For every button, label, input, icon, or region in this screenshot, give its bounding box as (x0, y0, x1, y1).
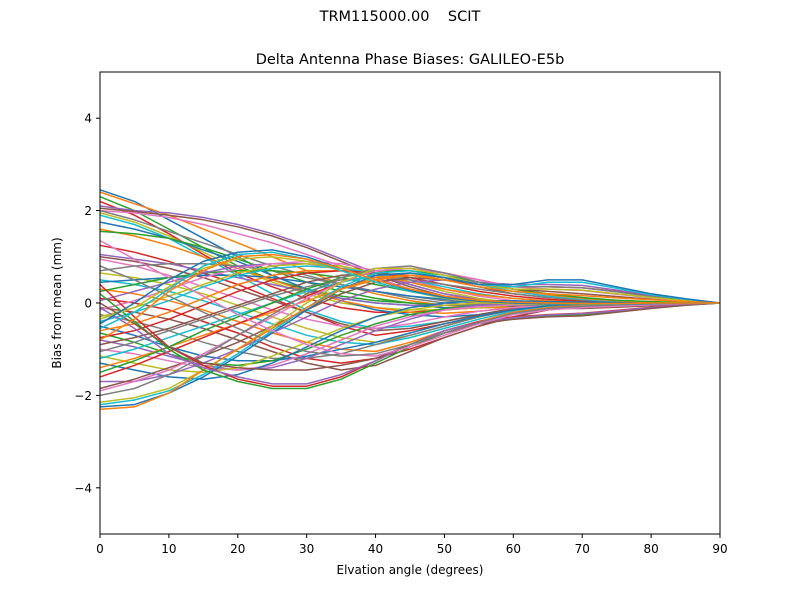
series-line-48 (99, 265, 721, 397)
y-tick-label: 0 (84, 297, 92, 311)
series-line-6 (99, 207, 721, 310)
series-line-58 (99, 265, 721, 357)
x-axis-label: Elvation angle (degrees) (337, 563, 484, 577)
x-tick-label: 50 (437, 542, 452, 556)
series-line-57 (99, 239, 721, 357)
y-tick-label: 4 (84, 112, 92, 126)
x-tick-label: 70 (575, 542, 590, 556)
y-tick-label: 2 (84, 204, 92, 218)
series-line-62 (99, 253, 720, 341)
chart-title: Delta Antenna Phase Biases: GALILEO-E5b (256, 52, 565, 68)
x-tick-label: 40 (368, 542, 383, 556)
figure-suptitle: TRM115000.00 SCIT (319, 9, 481, 25)
x-tick-label: 10 (161, 542, 176, 556)
x-tick-label: 30 (299, 542, 314, 556)
series-lines (99, 189, 721, 411)
x-tick-label: 60 (506, 542, 521, 556)
y-tick-label: −2 (74, 389, 92, 403)
series-line-41 (99, 299, 720, 380)
series-line-43 (99, 269, 721, 374)
y-axis-ticks: −4 −2 0 2 4 (74, 112, 100, 495)
x-axis-ticks: 0 10 20 30 40 50 60 70 80 90 (96, 534, 728, 556)
x-tick-label: 20 (230, 542, 245, 556)
x-tick-label: 0 (96, 542, 104, 556)
y-axis-label: Bias from mean (mm) (50, 237, 64, 368)
series-line-50 (99, 269, 721, 406)
series-line-40 (99, 272, 721, 360)
y-tick-label: −4 (74, 481, 92, 495)
x-tick-label: 90 (712, 542, 727, 556)
x-tick-label: 80 (643, 542, 658, 556)
series-line-51 (99, 272, 721, 408)
